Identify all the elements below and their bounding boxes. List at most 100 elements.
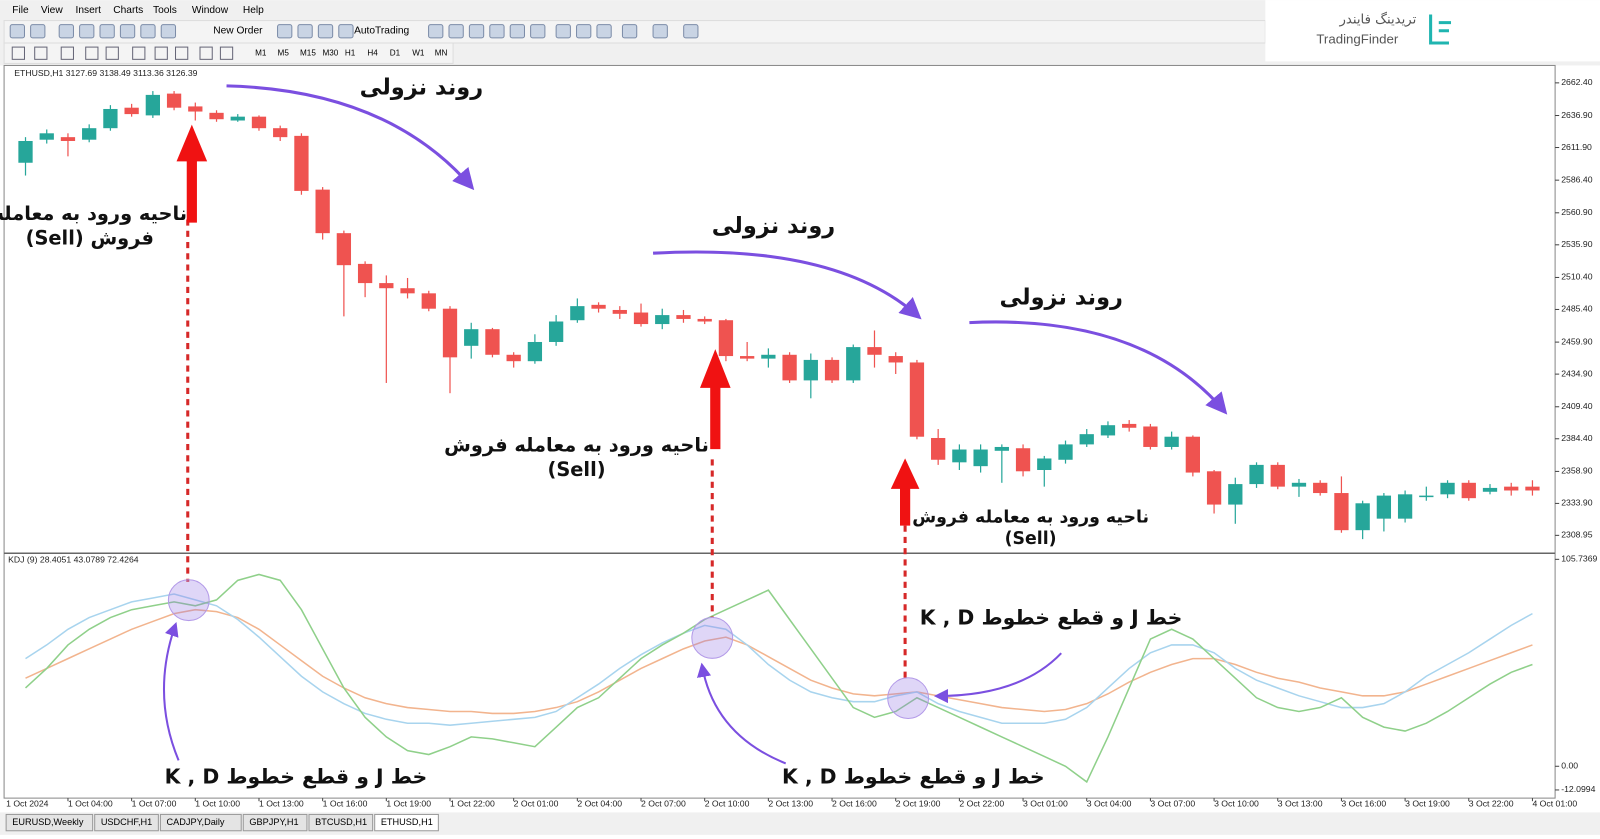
timeframe-button[interactable]: D1: [390, 48, 401, 57]
sell-entry-label: ناحیه ورود به معامله فروش: [912, 507, 1149, 527]
y-tick-label: 2535.90: [1561, 239, 1592, 249]
tab[interactable]: [308, 813, 374, 832]
candle-body: [357, 263, 373, 284]
candle-body: [400, 288, 415, 294]
candle-body: [761, 354, 776, 359]
trend-arrow: [969, 320, 1228, 415]
tool-icon: [60, 46, 74, 60]
cross-circle: [167, 579, 210, 622]
x-tick-label: 1 Oct 04:00: [68, 799, 113, 809]
trend-label: روند نزولی: [712, 213, 836, 239]
cross-label: خط J و قطع خطوط K , D: [165, 765, 428, 789]
tab[interactable]: [5, 813, 94, 832]
candle-body: [1291, 482, 1307, 487]
candle-body: [591, 304, 606, 309]
candle-body: [718, 320, 734, 357]
timeframe-button[interactable]: H4: [367, 48, 378, 57]
x-tick-label: 1 Oct 16:00: [323, 799, 368, 809]
trend-label: روند نزولی: [999, 285, 1123, 311]
toolbar-icon: [338, 24, 354, 39]
logo-fa: تریدینگ فایندر: [1339, 12, 1417, 28]
candle-body: [251, 116, 267, 129]
menu-item[interactable]: Charts: [113, 5, 143, 16]
tool-icon: [34, 46, 48, 60]
menu-item[interactable]: Window: [192, 5, 229, 16]
entry-arrow: [176, 124, 208, 223]
toolbar-icon: [652, 24, 668, 39]
candle-body: [379, 283, 394, 289]
candle-body: [888, 356, 903, 363]
toolbar-icon: [530, 24, 546, 39]
x-tick-label: 2 Oct 16:00: [832, 799, 877, 809]
timeframe-button[interactable]: W1: [412, 48, 425, 57]
tab-label: USDCHF,H1: [101, 817, 152, 827]
menu-item[interactable]: Tools: [153, 5, 177, 16]
tab-label: ETHUSD,H1: [381, 817, 433, 827]
toolbar-icon: [317, 24, 334, 39]
candle-body: [1122, 423, 1137, 428]
timeframe-button[interactable]: M1: [255, 48, 267, 57]
candle-body: [1206, 471, 1222, 505]
x-tick-label: 3 Oct 13:00: [1278, 799, 1323, 809]
candle-body: [1334, 493, 1349, 531]
logo-en: TradingFinder: [1316, 31, 1399, 46]
x-tick-label: 2 Oct 10:00: [705, 799, 750, 809]
trend-arrow: [652, 250, 922, 320]
toolbar-icon: [119, 24, 136, 39]
candle-body: [230, 116, 245, 121]
menu-item[interactable]: File: [12, 5, 29, 16]
toolbar-icon: [79, 24, 95, 39]
sell-entry-label: فروش (Sell): [26, 226, 154, 249]
y-tick-label: 2611.90: [1561, 142, 1592, 152]
toolbar-button[interactable]: AutoTrading: [354, 25, 409, 36]
candle-body: [1164, 436, 1179, 447]
toolbar-row: [3, 42, 454, 64]
x-tick-label: 1 Oct 19:00: [386, 799, 431, 809]
timeframe-button[interactable]: MN: [435, 48, 448, 57]
menu-item[interactable]: Insert: [76, 5, 102, 16]
candle-body: [931, 437, 946, 460]
timeframe-button[interactable]: M15: [300, 48, 316, 57]
candle-body: [612, 309, 627, 314]
x-tick-label: 2 Oct 13:00: [768, 799, 813, 809]
tab[interactable]: [374, 813, 439, 832]
toolbar-icon: [509, 24, 525, 39]
x-tick-label: 3 Oct 04:00: [1087, 799, 1132, 809]
timeframe-button[interactable]: M5: [278, 48, 290, 57]
trend-arrow: [226, 84, 475, 191]
cross-arrow: [163, 621, 180, 761]
toolbar-icon: [428, 24, 444, 39]
timeframe-button[interactable]: M30: [322, 48, 338, 57]
x-tick-label: 1 Oct 22:00: [450, 799, 495, 809]
candle-body: [1100, 425, 1116, 436]
menu-item[interactable]: View: [41, 5, 64, 16]
tab[interactable]: [94, 813, 159, 832]
candle-body: [209, 112, 224, 120]
candle-body: [145, 94, 160, 116]
sell-entry-label: (Sell): [547, 458, 605, 481]
tool-icon: [175, 46, 189, 60]
kdj-line: [25, 608, 1533, 715]
toolbar-button[interactable]: New Order: [213, 25, 263, 36]
timeframe-button[interactable]: H1: [345, 48, 356, 57]
y-tick-label: 2510.40: [1561, 272, 1592, 282]
candle-body: [315, 189, 330, 234]
candle-body: [952, 449, 967, 463]
candle-body: [633, 312, 649, 325]
annotation-graphics: [163, 84, 1228, 765]
entry-arrow: [890, 458, 920, 526]
x-tick-label: 2 Oct 01:00: [514, 799, 559, 809]
candle-body: [421, 293, 436, 309]
sell-entry-label: ناحیه ورود به معامله: [0, 202, 187, 225]
tab[interactable]: [159, 813, 242, 832]
candle-body: [1058, 444, 1073, 460]
toolbar-icon: [297, 24, 313, 39]
candle-body: [124, 107, 139, 115]
tool-icon: [154, 46, 168, 60]
toolbar-icon: [30, 24, 46, 39]
tab-label: EURUSD,Weekly: [12, 817, 84, 827]
tool-icon: [132, 46, 146, 60]
candle-body: [60, 137, 76, 141]
tab[interactable]: [242, 813, 308, 832]
menu-item[interactable]: Help: [243, 5, 264, 16]
